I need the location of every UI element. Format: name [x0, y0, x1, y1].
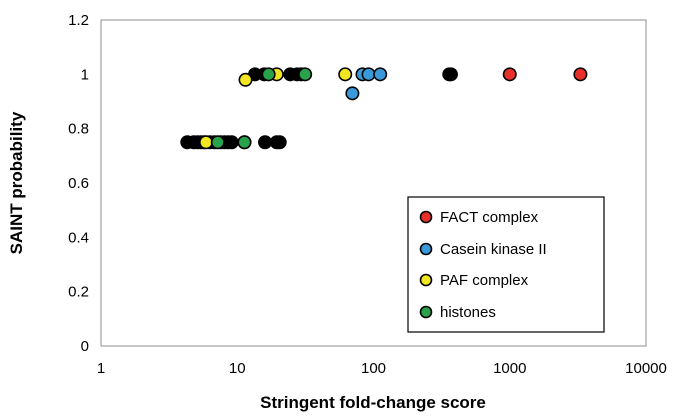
y-tick-label: 0.8: [68, 121, 89, 138]
legend-marker-fact: [419, 210, 433, 224]
y-tick-label: 1.2: [68, 12, 89, 29]
tick-labels: 1 10 100 1000 10000 0 0.2 0.4 0.6 0.8 1 1.2: [68, 12, 667, 377]
data-point: [224, 135, 239, 150]
data-point: [345, 86, 360, 101]
data-point: [373, 67, 388, 82]
legend-label-paf: PAF complex: [440, 272, 529, 289]
legend-marker-histones: [419, 305, 433, 319]
data-point: [573, 67, 588, 82]
legend: FACT complex Casein kinase II PAF comple…: [407, 196, 605, 333]
y-tick-label: 0.4: [68, 229, 89, 246]
data-point: [238, 72, 253, 87]
legend-label-fact: FACT complex: [440, 209, 539, 226]
data-point: [338, 67, 353, 82]
y-tick-label: 1: [81, 66, 89, 83]
y-tick-label: 0.2: [68, 284, 89, 301]
data-point: [258, 135, 273, 150]
x-tick-label: 10000: [625, 360, 667, 377]
data-point: [443, 67, 458, 82]
data-points: [180, 67, 588, 150]
legend-box: [407, 196, 605, 333]
data-point: [199, 135, 214, 150]
data-point: [210, 135, 225, 150]
y-tick-label: 0: [81, 338, 89, 355]
data-point: [298, 67, 313, 82]
x-tick-label: 1: [97, 360, 105, 377]
legend-label-casein: Casein kinase II: [440, 241, 547, 258]
legend-marker-casein: [419, 242, 433, 256]
data-point: [502, 67, 517, 82]
data-point: [261, 67, 276, 82]
x-tick-label: 10: [229, 360, 246, 377]
x-tick-label: 100: [361, 360, 386, 377]
x-axis-title: Stringent fold-change score: [260, 393, 486, 412]
data-point: [272, 135, 287, 150]
y-tick-label: 0.6: [68, 175, 89, 192]
x-tick-label: 1000: [493, 360, 526, 377]
data-point: [361, 67, 376, 82]
data-point: [237, 135, 252, 150]
y-axis-title: SAINT probability: [7, 111, 26, 254]
legend-marker-paf: [419, 273, 433, 287]
legend-label-histones: histones: [440, 304, 496, 321]
